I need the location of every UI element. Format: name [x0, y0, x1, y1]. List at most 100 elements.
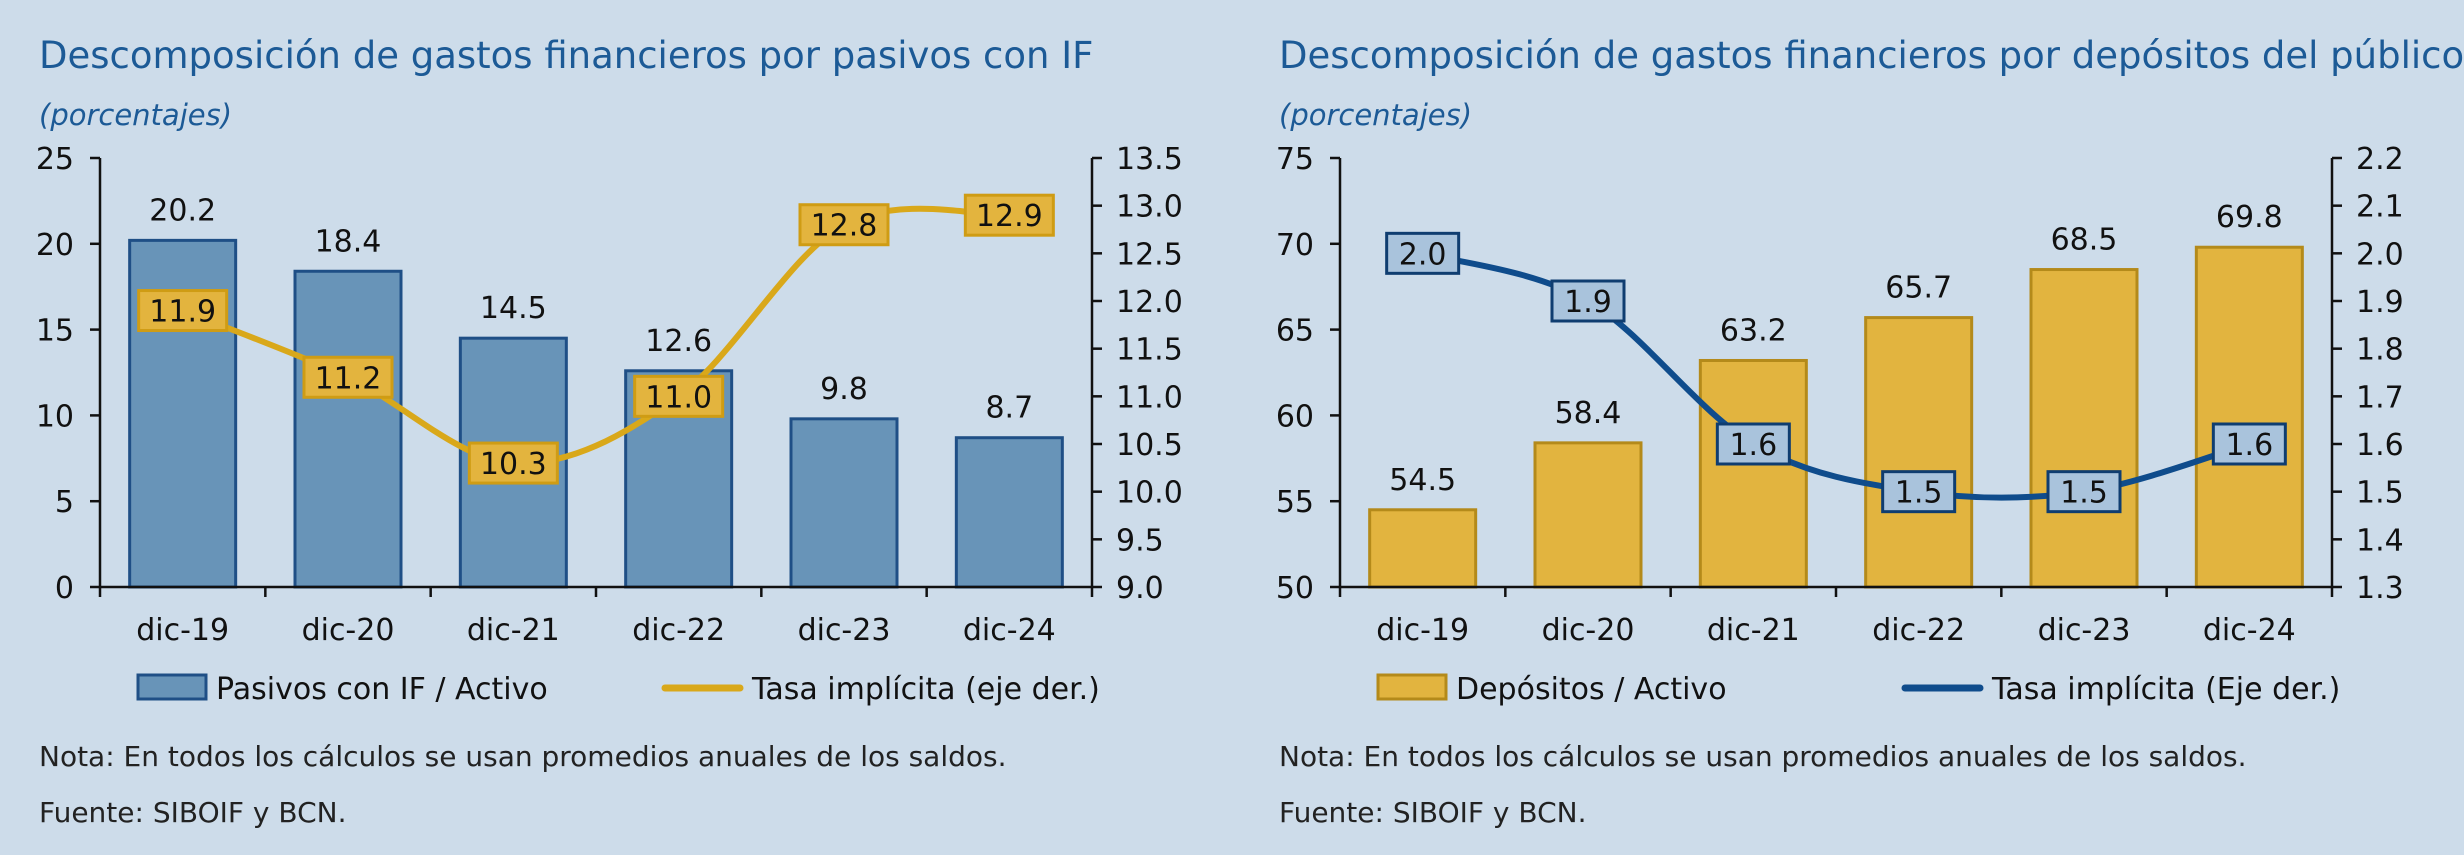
line-point-label-box [798, 203, 890, 247]
x-tick-label: dic-20 [1542, 613, 1635, 648]
bar [1698, 358, 1808, 589]
bar-value-label: 58.4 [1555, 396, 1622, 431]
bar [954, 436, 1064, 589]
y2-tick-label: 9.5 [1116, 523, 1164, 558]
bar-value-label: 69.8 [2216, 200, 2283, 235]
bar-value-label: 14.5 [480, 291, 547, 326]
y2-tick-label: 2.0 [2356, 237, 2404, 272]
chart-subtitle: (porcentajes) [1279, 98, 1473, 132]
line-point-label: 11.9 [149, 295, 216, 330]
line-point-label-box [1550, 279, 1626, 323]
line-point-label-box [633, 374, 725, 418]
y-tick-label: 60 [1276, 399, 1314, 434]
chart-depositos-svg: 54.5 58.4 63.2 65.7 68.5 69.8 50 55 60 65 70 75 1.3 1… [1276, 142, 2404, 707]
bar [789, 417, 899, 589]
y-tick-label: 20 [36, 228, 74, 263]
bar-value-label: 68.5 [2051, 223, 2118, 258]
y2-tick-label: 1.5 [2356, 476, 2404, 511]
y2-tick-label: 1.4 [2356, 523, 2404, 558]
bar [1533, 441, 1643, 589]
y2-tick-label: 12.5 [1116, 237, 1183, 272]
line-point-label: 12.8 [811, 209, 878, 244]
x-tick-label: dic-19 [136, 613, 229, 648]
legend-label-bars: Pasivos con IF / Activo [216, 672, 548, 707]
x-tick-label: dic-20 [302, 613, 395, 648]
bar-value-label: 63.2 [1720, 313, 1787, 348]
x-tick-label: dic-23 [798, 613, 891, 648]
line-point-label-box [1881, 470, 1957, 514]
y2-tick-label: 1.6 [2356, 428, 2404, 463]
y-tick-label: 50 [1276, 571, 1314, 606]
bar [1368, 508, 1478, 589]
y-tick-label: 55 [1276, 485, 1314, 520]
y2-tick-label: 2.2 [2356, 142, 2404, 177]
y2-tick-label: 11.5 [1116, 333, 1183, 368]
bar [2029, 268, 2139, 589]
y-tick-label: 15 [36, 314, 74, 349]
line-point-label-box [467, 441, 559, 485]
line-point-label: 10.3 [480, 447, 547, 482]
y2-tick-label: 13.0 [1116, 190, 1183, 225]
y2-tick-label: 9.0 [1116, 571, 1164, 606]
chart-title: Descomposición de gastos financieros por… [1279, 34, 2464, 77]
bar [2194, 245, 2304, 589]
y2-tick-label: 2.1 [2356, 190, 2404, 225]
chart-title: Descomposición de gastos financieros por… [39, 34, 1094, 77]
bar-value-label: 9.8 [820, 372, 868, 407]
y-tick-label: 5 [55, 485, 74, 520]
legend-swatch-bars [136, 673, 208, 701]
y-tick-label: 65 [1276, 314, 1314, 349]
x-tick-label: dic-21 [1707, 613, 1800, 648]
y-tick-label: 10 [36, 399, 74, 434]
bar-value-label: 54.5 [1389, 463, 1456, 498]
y2-tick-label: 1.8 [2356, 333, 2404, 368]
chart-panel-depositos: Descomposición de gastos financieros por… [1240, 0, 2464, 855]
bar [293, 269, 403, 589]
line-point-label-box [1385, 231, 1461, 275]
chart-source: Fuente: SIBOIF y BCN. [39, 796, 347, 829]
x-tick-label: dic-24 [963, 613, 1056, 648]
y-tick-label: 75 [1276, 142, 1314, 177]
line-point-label: 2.0 [1399, 237, 1447, 272]
bar-value-label: 8.7 [985, 391, 1033, 426]
line-point-label: 1.6 [1729, 428, 1777, 463]
chart-pasivos-svg: 20.2 18.4 14.5 12.6 9.8 8.7 0 5 10 15 20 25 9.0 9.5 10… [36, 142, 1183, 707]
legend-label-bars: Depósitos / Activo [1456, 672, 1727, 707]
y2-tick-label: 10.5 [1116, 428, 1183, 463]
line-point-label-box [2046, 470, 2122, 514]
legend-label-line: Tasa implícita (Eje der.) [1991, 672, 2340, 707]
x-tick-label: dic-23 [2038, 613, 2131, 648]
line-point-label: 1.5 [1895, 476, 1943, 511]
line-point-label: 11.2 [315, 361, 382, 396]
x-tick-label: dic-24 [2203, 613, 2296, 648]
line-point-label: 1.6 [2225, 428, 2273, 463]
y2-tick-label: 1.9 [2356, 285, 2404, 320]
legend-label-line: Tasa implícita (eje der.) [751, 672, 1100, 707]
y2-tick-label: 1.3 [2356, 571, 2404, 606]
chart-note: Nota: En todos los cálculos se usan prom… [39, 740, 1007, 773]
x-tick-label: dic-22 [1872, 613, 1965, 648]
bar-value-label: 12.6 [645, 324, 712, 359]
x-tick-label: dic-22 [632, 613, 725, 648]
y-tick-label: 25 [36, 142, 74, 177]
y2-tick-label: 11.0 [1116, 380, 1183, 415]
line-point-label-box [137, 289, 229, 333]
chart-note: Nota: En todos los cálculos se usan prom… [1279, 740, 2247, 773]
line-point-label: 1.9 [1564, 285, 1612, 320]
x-tick-label: dic-19 [1376, 613, 1469, 648]
line-point-label-box [963, 193, 1055, 237]
line-point-label-box [1715, 422, 1791, 466]
line-point-label: 12.9 [976, 199, 1043, 234]
line-point-label: 1.5 [2060, 476, 2108, 511]
bar [1864, 316, 1974, 589]
line-point-label: 11.0 [645, 380, 712, 415]
chart-panel-pasivos: Descomposición de gastos financieros por… [36, 34, 1183, 829]
chart-subtitle: (porcentajes) [39, 98, 233, 132]
y-tick-label: 70 [1276, 228, 1314, 263]
line-point-label-box [2211, 422, 2287, 466]
line-point-label-box [302, 355, 394, 399]
x-tick-label: dic-21 [467, 613, 560, 648]
legend-swatch-bars [1376, 673, 1448, 701]
y2-tick-label: 1.7 [2356, 380, 2404, 415]
y2-tick-label: 13.5 [1116, 142, 1183, 177]
